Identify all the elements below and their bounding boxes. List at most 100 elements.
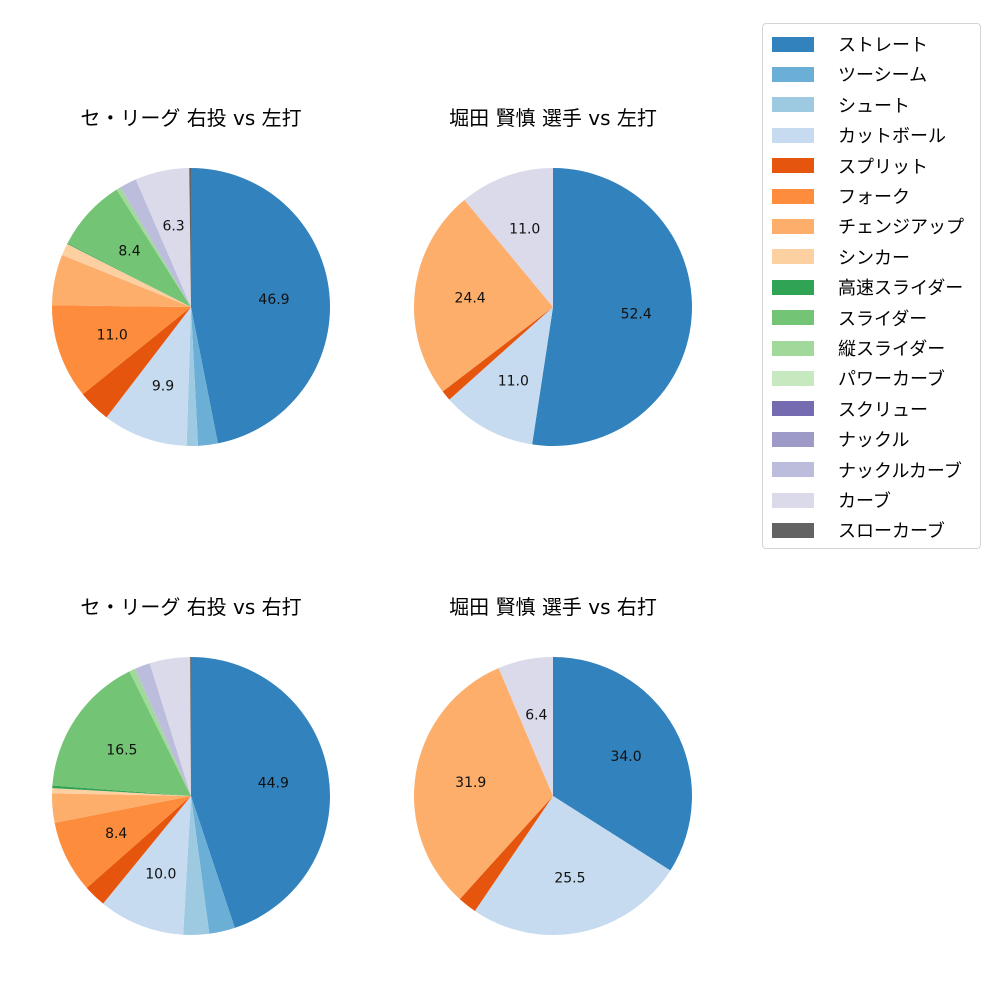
legend-swatch: [772, 462, 814, 478]
pie-slice: [52, 785, 191, 796]
pie-slice: [459, 796, 553, 911]
pie-slice: [52, 671, 191, 796]
legend-label: パワーカーブ: [838, 369, 945, 391]
legend-label: 高速スライダー: [838, 278, 964, 300]
legend: ストレートツーシームシュートカットボール スプリットフォークチェンジアップ シンカー…: [762, 23, 981, 549]
pie-slice: [189, 168, 191, 307]
legend-item: カットボール: [772, 124, 946, 148]
legend-swatch: [772, 401, 814, 417]
legend-swatch: [772, 431, 814, 447]
legend-item: カーブ: [772, 489, 891, 512]
legend-swatch: [772, 492, 814, 508]
legend-label: ストレート: [838, 35, 928, 56]
pie-slice: [86, 796, 191, 904]
pie-slice: [183, 796, 210, 935]
pie-slice: [82, 307, 191, 418]
legend-item: ストレート: [772, 33, 928, 56]
legend-swatch: [772, 66, 814, 82]
legend-item: スクリュー: [772, 398, 928, 421]
legend-swatch: [772, 36, 814, 52]
pie-slice: [474, 796, 671, 935]
pie-slice: [52, 788, 192, 796]
slice-label: 24.4: [455, 291, 486, 307]
pie-slice: [103, 796, 191, 935]
legend-label: チェンジアップ: [838, 217, 964, 239]
pie-slice: [129, 668, 191, 796]
pie-slice: [67, 243, 191, 307]
legend-label: シュート: [838, 95, 910, 117]
slice-label: 52.4: [621, 306, 652, 322]
pie-slice: [186, 307, 198, 447]
pie-slice: [553, 657, 692, 871]
pie-slice: [191, 307, 218, 446]
slice-label: 31.9: [455, 775, 486, 791]
chart-title: セ・リーグ 右投 vs 右打: [80, 595, 302, 619]
slice-label: 25.5: [554, 871, 585, 887]
slice-label: 11.0: [498, 373, 529, 389]
legend-item: シンカー: [772, 246, 910, 269]
legend-label: スクリュー: [838, 399, 928, 421]
slice-label: 6.4: [525, 707, 547, 723]
legend-item: フォーク: [772, 185, 910, 208]
pie-slice: [62, 243, 191, 307]
legend-swatch: [772, 188, 814, 204]
legend-item: スプリット: [772, 155, 928, 178]
legend-swatch: [772, 340, 814, 356]
pie-slice: [414, 199, 553, 392]
pie-slice: [67, 189, 191, 307]
chart-title: 堀田 賢慎 選手 vs 左打: [449, 106, 657, 130]
legend-label: スプリット: [838, 156, 928, 178]
slice-label: 6.3: [162, 218, 184, 234]
legend-swatch: [772, 218, 814, 234]
legend-item: 縦スライダー: [772, 337, 946, 360]
legend-swatch: [772, 279, 814, 295]
legend-label: ナックルカーブ: [838, 460, 962, 482]
legend-label: カーブ: [838, 491, 891, 512]
legend-item: ツーシーム: [772, 63, 927, 86]
pie-slice: [190, 657, 191, 796]
pie-slice: [120, 179, 191, 307]
legend-label: スライダー: [838, 308, 928, 330]
slice-label: 8.4: [118, 244, 140, 260]
legend-label: カットボール: [838, 126, 946, 148]
pie-slice: [52, 793, 191, 823]
legend-item: スライダー: [772, 307, 928, 330]
pie-slice: [149, 657, 191, 796]
legend-label: ナックル: [838, 430, 910, 452]
pie-slice: [442, 307, 553, 400]
legend-swatch: [772, 310, 814, 326]
pie-slice: [464, 168, 553, 307]
pie-slice: [54, 796, 191, 888]
slice-label: 8.4: [105, 826, 127, 842]
pie-slice: [191, 168, 331, 444]
slice-label: 34.0: [610, 749, 641, 765]
pie-slice: [498, 657, 553, 796]
pie-slice: [116, 187, 191, 307]
legend-label: 縦スライダー: [838, 339, 946, 360]
legend-item: ナックルカーブ: [772, 459, 962, 482]
slice-label: 16.5: [106, 742, 137, 758]
chart-title: セ・リーグ 右投 vs 左打: [80, 106, 302, 130]
slice-label: 44.9: [258, 776, 289, 792]
legend-item: シュート: [772, 94, 910, 117]
legend-label: スローカーブ: [838, 521, 945, 543]
legend-item: チェンジアップ: [772, 215, 964, 239]
pie-slice: [135, 168, 191, 307]
legend-swatch: [772, 127, 814, 143]
pie-slice: [106, 307, 191, 446]
slice-label: 11.0: [97, 327, 128, 343]
pie-slice: [52, 305, 192, 395]
pie-slice: [532, 168, 692, 447]
pie-slice: [413, 668, 553, 900]
slice-label: 11.0: [509, 222, 540, 238]
pie-slice: [191, 657, 330, 928]
pie-slice: [449, 307, 553, 445]
legend-label: シンカー: [838, 247, 910, 269]
pie-slice: [191, 796, 235, 934]
slice-label: 10.0: [145, 867, 176, 883]
legend-item: パワーカーブ: [772, 367, 945, 391]
